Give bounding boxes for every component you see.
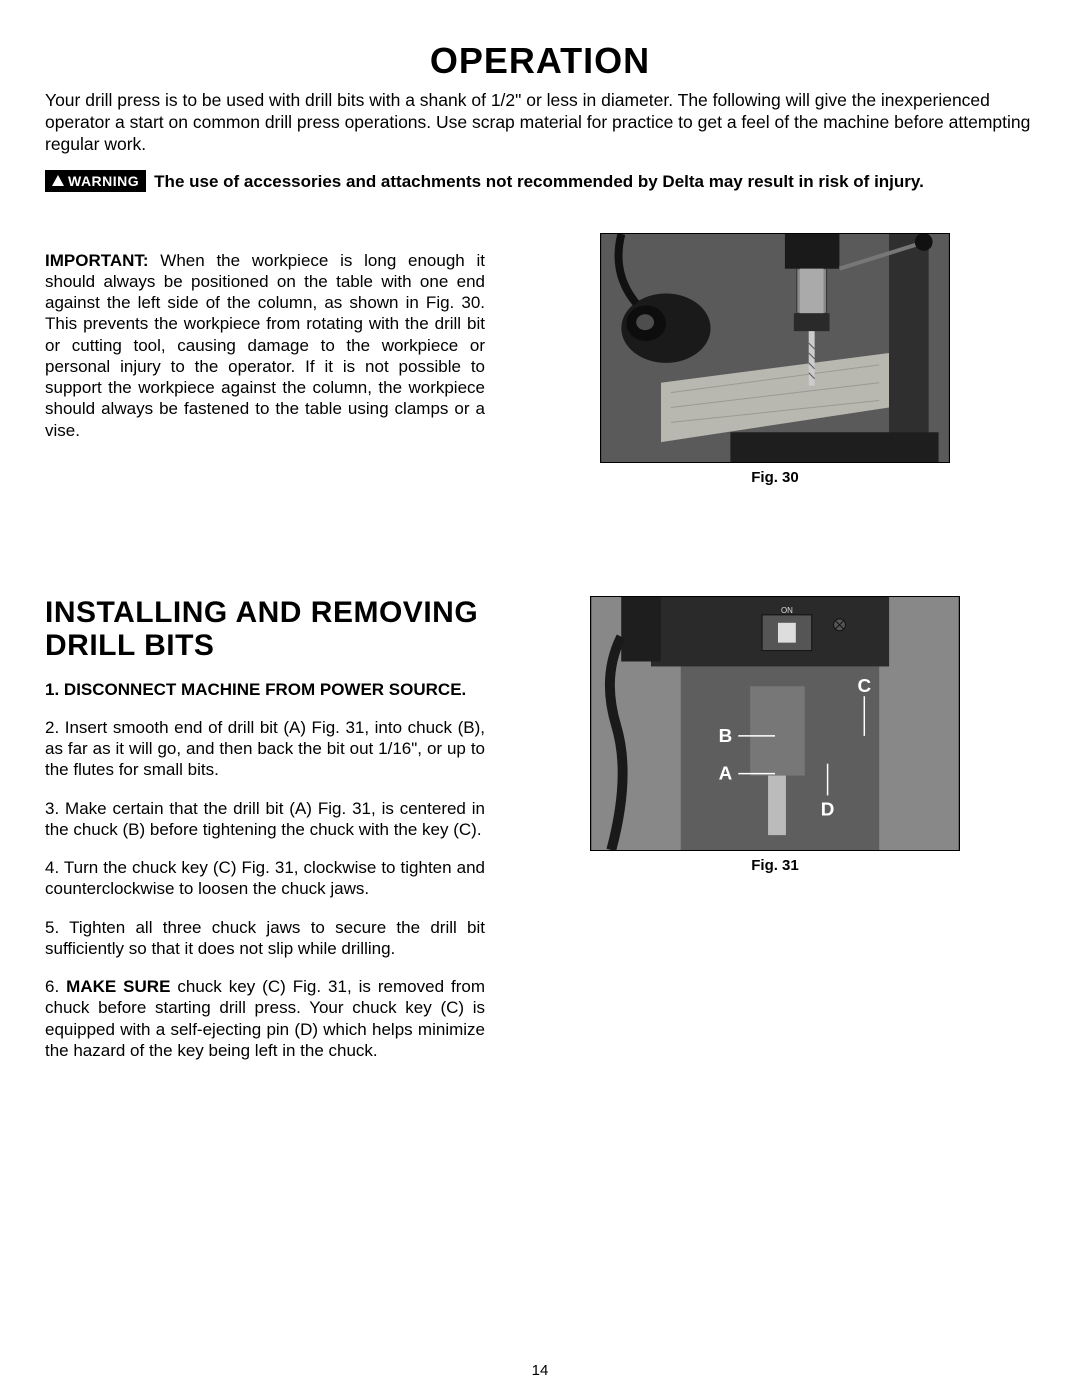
important-paragraph: IMPORTANT: When the workpiece is long en… xyxy=(45,250,485,441)
step-5: 5. Tighten all three chuck jaws to secur… xyxy=(45,917,485,960)
warning-triangle-icon xyxy=(52,175,64,186)
step-6: 6. MAKE SURE chuck key (C) Fig. 31, is r… xyxy=(45,976,485,1061)
section-important: IMPORTANT: When the workpiece is long en… xyxy=(45,233,1035,486)
section-gap xyxy=(45,486,1035,596)
important-lead: IMPORTANT: xyxy=(45,251,149,270)
fig30-col: Fig. 30 xyxy=(515,233,1035,486)
figure-30-illustration xyxy=(601,234,949,462)
step-4: 4. Turn the chuck key (C) Fig. 31, clock… xyxy=(45,857,485,900)
page-title: OPERATION xyxy=(45,40,1035,82)
on-label: ON xyxy=(781,606,793,615)
warning-badge-text: WARNING xyxy=(68,173,139,189)
step-3: 3. Make certain that the drill bit (A) F… xyxy=(45,798,485,841)
step-1-num: 1. xyxy=(45,680,59,699)
figure-30 xyxy=(600,233,950,463)
step-6-bold: MAKE SURE xyxy=(66,977,170,996)
manual-page: OPERATION Your drill press is to be used… xyxy=(0,0,1080,1397)
fig30-caption: Fig. 30 xyxy=(751,469,799,486)
fig31-label-c: C xyxy=(857,675,871,696)
important-text-col: IMPORTANT: When the workpiece is long en… xyxy=(45,233,485,458)
warning-text: The use of accessories and attachments n… xyxy=(154,170,1035,193)
intro-paragraph: Your drill press is to be used with dril… xyxy=(45,90,1035,156)
fig31-label-b: B xyxy=(719,725,733,746)
figure-31: ON xyxy=(590,596,960,851)
important-body: When the workpiece is long enough it sho… xyxy=(45,251,485,440)
warning-badge: WARNING xyxy=(45,170,146,192)
step-1-text: DISCONNECT MACHINE FROM POWER SOURCE. xyxy=(64,680,466,699)
step-1: 1. DISCONNECT MACHINE FROM POWER SOURCE. xyxy=(45,679,485,700)
page-number: 14 xyxy=(0,1362,1080,1379)
warning-row: WARNING The use of accessories and attac… xyxy=(45,170,1035,193)
install-text-col: INSTALLING AND REMOVING DRILL BITS 1. DI… xyxy=(45,596,485,1076)
fig31-caption: Fig. 31 xyxy=(751,857,799,874)
section-install: INSTALLING AND REMOVING DRILL BITS 1. DI… xyxy=(45,596,1035,1076)
figure-31-illustration: ON xyxy=(591,597,959,850)
fig31-col: ON xyxy=(515,596,1035,874)
step-2: 2. Insert smooth end of drill bit (A) Fi… xyxy=(45,717,485,781)
step-6-pre: 6. xyxy=(45,977,66,996)
fig31-label-a: A xyxy=(719,762,733,783)
fig31-label-d: D xyxy=(821,798,835,819)
section-title: INSTALLING AND REMOVING DRILL BITS xyxy=(45,596,485,662)
